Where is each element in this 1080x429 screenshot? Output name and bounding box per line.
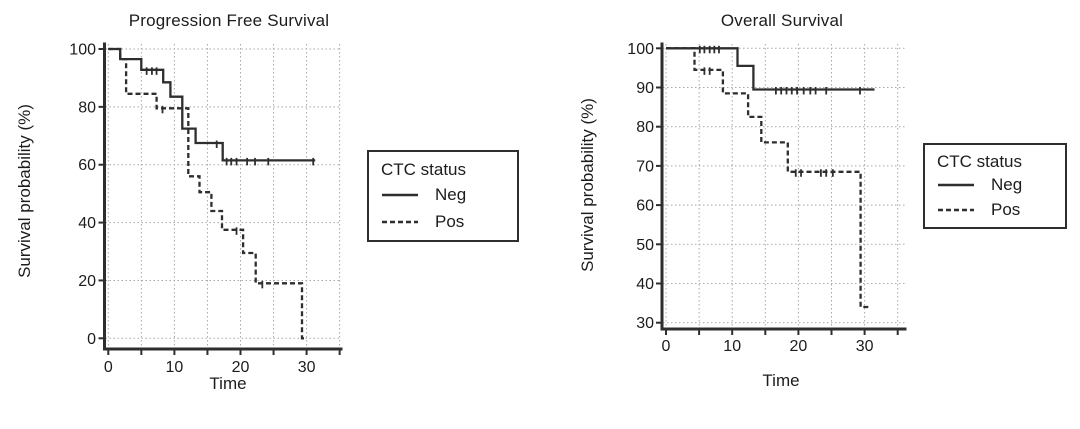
pfs-legend-row-pos: Pos bbox=[381, 210, 507, 234]
y-tick-label: 80 bbox=[636, 119, 654, 136]
os-legend: CTC status Neg Pos bbox=[923, 143, 1067, 229]
y-tick-label: 50 bbox=[636, 237, 654, 254]
y-tick-label: 30 bbox=[636, 315, 654, 332]
pfs-x-axis-title: Time bbox=[209, 374, 247, 393]
os-legend-label-neg: Neg bbox=[991, 174, 1023, 194]
pfs-legend: CTC status Neg Pos bbox=[367, 150, 519, 242]
dashed-line-swatch-icon bbox=[937, 207, 975, 213]
y-tick-label: 60 bbox=[636, 198, 654, 215]
os-legend-title: CTC status bbox=[937, 151, 1023, 171]
os-legend-label-pos: Pos bbox=[991, 200, 1021, 220]
pfs-legend-title: CTC status bbox=[381, 159, 467, 179]
pfs-legend-row-neg: Neg bbox=[381, 183, 507, 207]
x-tick-label: 0 bbox=[104, 359, 113, 376]
pfs-legend-label-neg: Neg bbox=[435, 184, 467, 204]
os-plot-area: 0 10 20 30 30 40 50 60 70 80 90 100 bbox=[627, 41, 907, 355]
os-x-axis-title: Time bbox=[762, 371, 800, 390]
x-tick-label: 0 bbox=[662, 338, 671, 355]
x-tick-label: 30 bbox=[856, 338, 874, 355]
neg-survival-curve bbox=[108, 47, 316, 162]
pfs-y-axis-title: Survival probability (%) bbox=[15, 104, 34, 278]
x-tick-label: 30 bbox=[298, 359, 316, 376]
y-tick-label: 70 bbox=[636, 158, 654, 175]
solid-line-swatch-icon bbox=[381, 192, 419, 198]
y-tick-label: 90 bbox=[636, 80, 654, 97]
y-tick-label: 60 bbox=[78, 157, 96, 174]
pos-survival-curve bbox=[108, 47, 306, 340]
x-tick-label: 20 bbox=[232, 359, 250, 376]
os-legend-row-neg: Neg bbox=[937, 173, 1055, 197]
y-tick-label: 40 bbox=[636, 276, 654, 293]
pfs-legend-label-pos: Pos bbox=[435, 212, 465, 232]
os-y-axis-title: Survival probability (%) bbox=[578, 98, 597, 272]
os-legend-row-pos: Pos bbox=[937, 198, 1055, 222]
y-tick-label: 0 bbox=[87, 331, 96, 348]
pfs-plot-area: 0 10 20 30 0 20 40 60 80 100 bbox=[69, 42, 343, 376]
x-tick-label: 10 bbox=[166, 359, 184, 376]
pos-survival-curve bbox=[666, 47, 870, 309]
y-tick-label: 40 bbox=[78, 215, 96, 232]
os-chart-title: Overall Survival bbox=[720, 11, 844, 30]
axis-lines bbox=[660, 42, 907, 331]
pfs-chart-title: Progression Free Survival bbox=[128, 11, 330, 30]
y-tick-label: 100 bbox=[627, 41, 654, 58]
axis-lines bbox=[103, 42, 343, 351]
x-tick-label: 20 bbox=[790, 338, 808, 355]
x-tick-label: 10 bbox=[723, 338, 741, 355]
y-tick-label: 100 bbox=[69, 42, 96, 59]
y-tick-label: 80 bbox=[78, 99, 96, 116]
y-tick-label: 20 bbox=[78, 273, 96, 290]
neg-survival-curve bbox=[666, 47, 875, 91]
dashed-line-swatch-icon bbox=[381, 219, 419, 225]
solid-line-swatch-icon bbox=[937, 182, 975, 188]
